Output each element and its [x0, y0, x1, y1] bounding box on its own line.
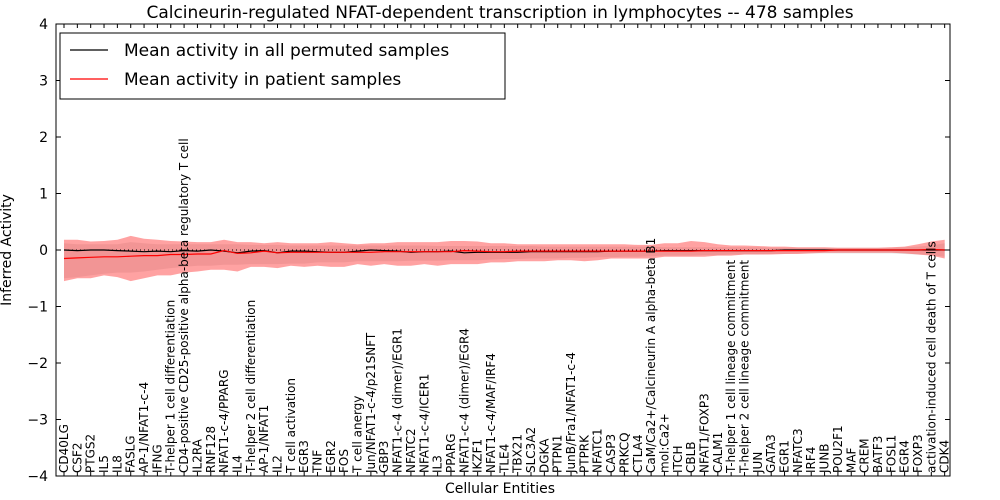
- x-tick-label: NFAT1-c-4 (dimer)/EGR4: [457, 328, 471, 473]
- y-tick-label: 1: [39, 187, 48, 203]
- x-tick-label: PTGS2: [84, 434, 98, 473]
- legend-label-permuted: Mean activity in all permuted samples: [124, 41, 449, 61]
- x-tick-label: CALM1: [711, 432, 725, 473]
- x-tick-label: JUN: [751, 452, 765, 474]
- x-tick-label: CASP3: [604, 434, 618, 473]
- x-tick-label: MAF: [844, 447, 858, 473]
- x-tick-label: IRF4: [804, 447, 818, 473]
- series-lines: [63, 248, 945, 260]
- x-tick-label: IFNG: [150, 444, 164, 473]
- y-tick-label: −1: [27, 300, 48, 316]
- x-tick-label: CD4-positive CD25-positive alpha-beta re…: [177, 138, 191, 473]
- x-tick-label: NFAT1-c-4/ICER1: [417, 374, 431, 473]
- y-axis-title: Inferred Activity: [0, 194, 15, 306]
- x-tick-label: EGR4: [898, 440, 912, 473]
- chart-title: Calcineurin-regulated NFAT-dependent tra…: [146, 3, 853, 23]
- x-tick-label: ITCH: [671, 445, 685, 473]
- x-tick-label: TNF: [311, 450, 325, 474]
- x-tick-label: PTPN1: [551, 435, 565, 473]
- x-tick-label: CaM/Ca2+/Calcineurin A alpha-beta B1: [644, 238, 658, 473]
- plot-frame: [55, 23, 951, 477]
- x-tick-label: IL4: [231, 455, 245, 473]
- band-series-1: [64, 235, 945, 282]
- x-tick-label: CREM: [858, 438, 872, 473]
- x-tick-label: IL5: [97, 455, 111, 473]
- x-tick-label: IL3: [431, 455, 445, 473]
- x-tick-label: FASLG: [124, 435, 138, 473]
- x-tick-label: CDK4: [938, 440, 952, 473]
- legend: Mean activity in all permuted samples Me…: [59, 32, 506, 100]
- x-axis-title: Cellular Entities: [445, 481, 555, 497]
- y-tick-label: 2: [39, 130, 48, 146]
- x-tick-label: GATA3: [764, 434, 778, 473]
- axis-ticks: −4 −3 −2 −1 0 1 2 3 4: [27, 17, 950, 485]
- x-tick-label: IL2RA: [190, 438, 204, 473]
- x-tick-label: JunB/Fra1/NFAT1-c-4: [564, 352, 578, 474]
- x-tick-label: T-helper 2 cell lineage commitment: [738, 260, 752, 474]
- x-tick-label: FOXP3: [911, 434, 925, 473]
- x-tick-label: FOS: [337, 449, 351, 473]
- y-tick-label: −2: [27, 356, 48, 372]
- x-tick-label: T-helper 1 cell differentiation: [164, 300, 178, 474]
- x-tick-label: SLC3A2: [524, 427, 538, 473]
- x-tick-label: PRKCQ: [617, 432, 631, 473]
- x-tick-label: IL8: [110, 455, 124, 473]
- x-tick-label: RNF128: [204, 426, 218, 473]
- y-tick-label: 3: [39, 74, 48, 90]
- x-tick-label: IL2: [271, 455, 285, 473]
- x-tick-label: T-helper 2 cell differentiation: [244, 300, 258, 474]
- x-tick-label: T cell anergy: [351, 396, 365, 474]
- y-tick-label: −4: [27, 469, 48, 485]
- x-tick-label: AP-1/NFAT1: [257, 405, 271, 473]
- x-tick-label: activation-induced cell death of T cells: [924, 241, 938, 473]
- x-tick-label: IKZF1: [471, 439, 485, 473]
- x-tick-label: JUNB: [818, 443, 832, 474]
- x-tick-label: NFAT1-c-4 (dimer)/EGR1: [391, 328, 405, 473]
- y-tick-label: 4: [39, 17, 48, 33]
- x-tick-labels: CD40LG CSF2 PTGS2 IL5 IL8 FASLG AP-1/NFAT1-c-4…: [57, 24, 952, 476]
- x-tick-label: TBX21: [511, 434, 525, 474]
- x-tick-label: NFAT1/FOXP3: [698, 393, 712, 473]
- x-tick-label: CTLA4: [631, 434, 645, 473]
- x-tick-label: NFATC1: [591, 428, 605, 473]
- x-tick-label: CSF2: [70, 442, 84, 473]
- x-tick-label: EGR2: [324, 440, 338, 473]
- x-tick-label: T-helper 1 cell lineage commitment: [724, 260, 738, 474]
- x-tick-label: FOSL1: [884, 435, 898, 473]
- x-tick-label: Jun/NFAT1-c-4/p21SNFT: [364, 332, 378, 474]
- x-tick-label: CBLB: [684, 441, 698, 473]
- x-tick-label: mol:Ca2+: [657, 413, 671, 473]
- x-tick-label: NFATC3: [791, 428, 805, 473]
- line-series-1: [63, 248, 945, 260]
- x-tick-label: NFAT1-c-4/MAF/IRF4: [484, 353, 498, 473]
- x-tick-label: GBP3: [377, 441, 391, 473]
- x-tick-label: TLE4: [497, 444, 511, 474]
- legend-label-patient: Mean activity in patient samples: [124, 70, 401, 90]
- y-tick-label: 0: [39, 243, 48, 259]
- legend-box: [59, 32, 506, 100]
- x-tick-label: NFAT1-c-4/PPARG: [217, 369, 231, 473]
- x-tick-label: CD40LG: [57, 424, 71, 473]
- x-tick-label: PTPRK: [577, 434, 591, 473]
- x-tick-label: DGKA: [537, 438, 551, 473]
- x-tick-label: PPARG: [444, 433, 458, 473]
- x-tick-label: POU2F1: [831, 425, 845, 473]
- x-tick-label: EGR3: [297, 440, 311, 473]
- y-tick-label: −3: [27, 413, 48, 429]
- x-tick-label: T cell activation: [284, 378, 298, 474]
- x-tick-label: AP-1/NFAT1-c-4: [137, 382, 151, 473]
- x-tick-label: NFATC2: [404, 428, 418, 473]
- x-tick-label: EGR1: [778, 440, 792, 473]
- x-tick-label: BATF3: [871, 436, 885, 473]
